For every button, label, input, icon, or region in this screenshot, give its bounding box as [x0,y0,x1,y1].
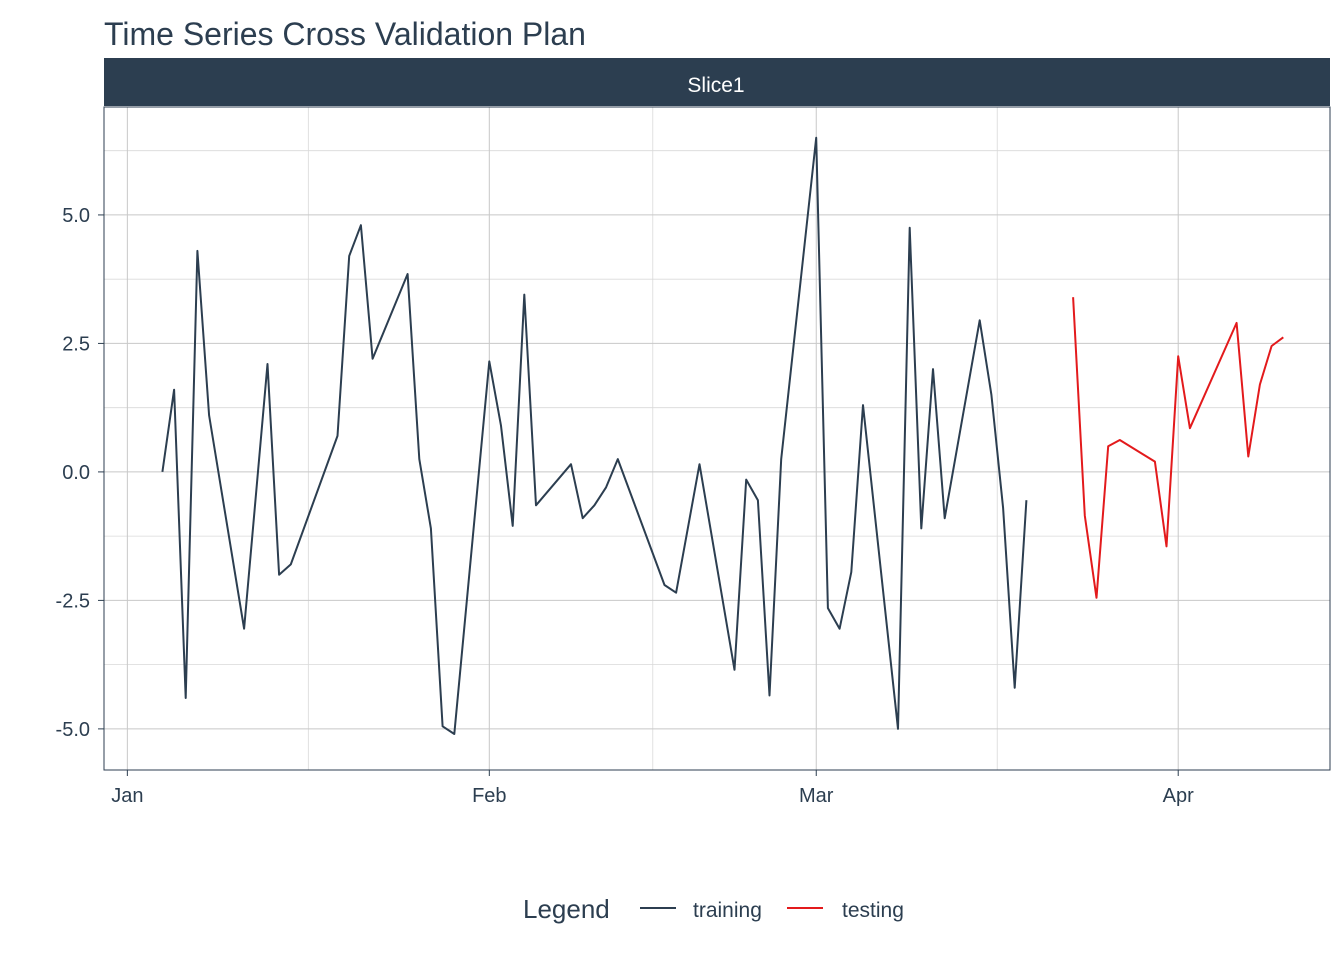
y-tick-label: 0.0 [62,462,90,484]
x-tick-label: Jan [111,785,143,807]
chart-title: Time Series Cross Validation Plan [104,16,586,52]
major-gridlines [104,107,1330,770]
x-axis-ticks: Jan Feb Mar Apr [111,770,1194,807]
series-line-training [161,136,1028,735]
y-tick-label: 5.0 [62,205,90,227]
y-tick-label: -5.0 [56,719,90,741]
legend-label-testing: testing [842,899,904,922]
series-line-testing [1072,297,1284,599]
x-tick-label: Mar [799,785,834,807]
y-axis-ticks: -5.0 -2.5 0.0 2.5 5.0 [56,205,104,741]
legend-title: Legend [523,894,610,924]
facet-strip [104,58,1330,106]
series-lines [161,136,1284,735]
legend-label-training: training [693,899,762,922]
y-tick-label: -2.5 [56,590,90,612]
x-tick-label: Feb [472,785,506,807]
x-tick-label: Apr [1163,785,1194,807]
minor-gridlines [104,107,1330,770]
panel-border [103,106,1331,771]
facet-label: Slice1 [687,74,744,97]
y-tick-label: 2.5 [62,333,90,355]
legend: Legend training testing [523,894,904,924]
